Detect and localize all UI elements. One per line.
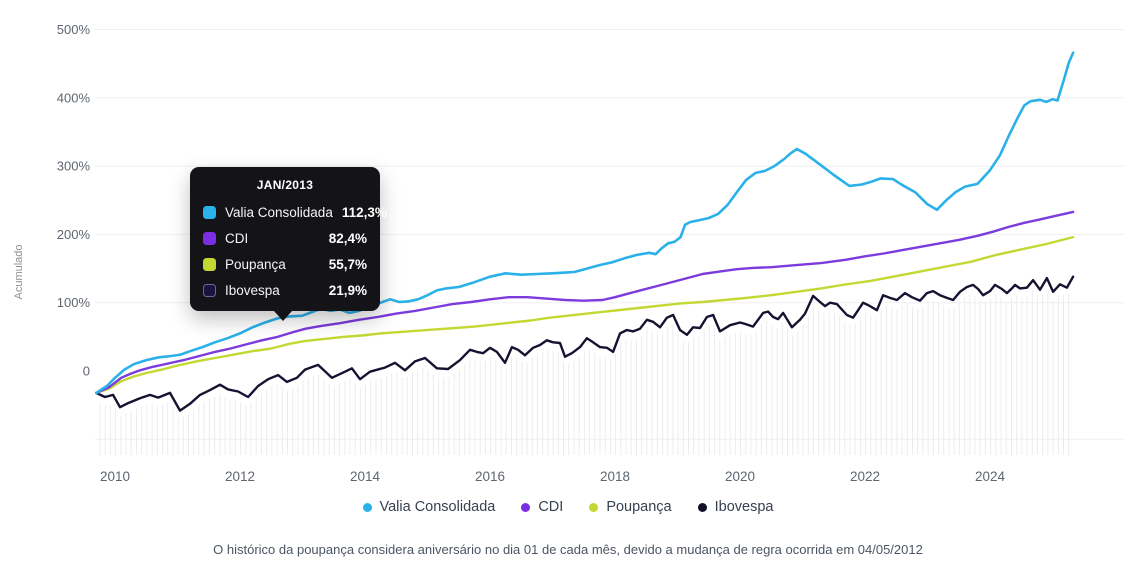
svg-text:2014: 2014: [350, 469, 381, 484]
svg-text:2012: 2012: [225, 469, 255, 484]
y-axis-ticks: 500% 400% 300% 200% 100% 0: [57, 22, 91, 379]
vertical-grid-stubs: [99, 289, 1070, 455]
y-axis-title: Acumulado: [13, 244, 25, 299]
svg-text:2020: 2020: [725, 469, 755, 484]
legend-label: Ibovespa: [714, 499, 774, 515]
svg-text:200%: 200%: [57, 227, 91, 242]
x-axis-ticks: 2010 2012 2014 2016 2018 2020 2022 2024: [100, 469, 1006, 484]
series-line-ibovespa[interactable]: [95, 275, 1075, 412]
legend-item-valia[interactable]: Valia Consolidada: [362, 499, 496, 515]
poupanca-dot-icon: [589, 502, 599, 512]
legend-item-cdi[interactable]: CDI: [521, 499, 563, 515]
cdi-dot-icon: [521, 502, 531, 512]
svg-text:0: 0: [83, 364, 90, 379]
legend-item-poupanca[interactable]: Poupança: [589, 499, 672, 515]
svg-text:2016: 2016: [475, 469, 505, 484]
svg-text:2022: 2022: [850, 469, 880, 484]
legend-label: CDI: [538, 499, 564, 515]
svg-text:400%: 400%: [57, 90, 91, 105]
valia-dot-icon: [362, 502, 372, 512]
ibovespa-dot-icon: [697, 502, 707, 512]
svg-text:500%: 500%: [57, 22, 91, 37]
chart-legend: Valia Consolidada CDI Poupança Ibovespa: [0, 499, 1136, 515]
chart-footnote: O histórico da poupança considera aniver…: [213, 542, 923, 557]
series-line-cdi[interactable]: [95, 210, 1075, 395]
svg-text:2010: 2010: [100, 469, 130, 484]
svg-text:2024: 2024: [975, 469, 1006, 484]
legend-label: Poupança: [606, 499, 672, 515]
svg-text:100%: 100%: [57, 295, 91, 310]
legend-label: Valia Consolidada: [379, 499, 496, 515]
series-line-poupanca[interactable]: [95, 235, 1075, 395]
legend-item-ibovespa[interactable]: Ibovespa: [697, 499, 774, 515]
svg-text:2018: 2018: [600, 469, 630, 484]
svg-text:300%: 300%: [57, 159, 91, 174]
